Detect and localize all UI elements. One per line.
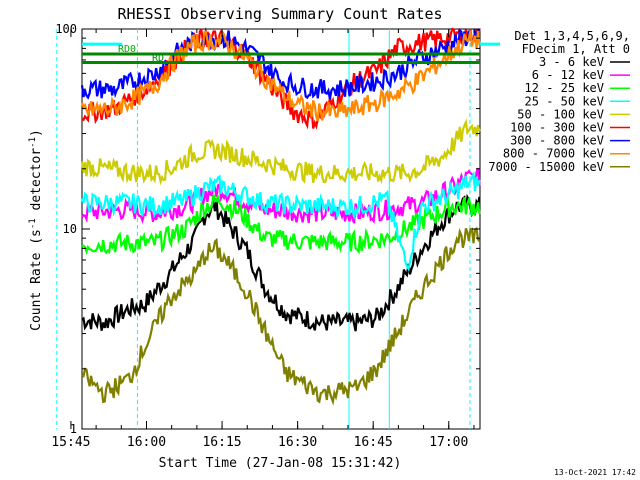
legend-label: 12 - 25 keV <box>525 81 604 95</box>
y-axis-label: Count Rate (s-1 detector-1) <box>28 129 44 331</box>
x-tick-label: 16:30 <box>278 435 317 450</box>
legend-label: 6 - 12 keV <box>532 68 604 82</box>
chart-title: RHESSI Observing Summary Count Rates <box>117 5 442 23</box>
footer-timestamp: 13-Oct-2021 17:42 <box>554 468 636 477</box>
series-4 <box>80 118 481 186</box>
legend-label: 800 - 7000 keV <box>503 147 604 161</box>
series-line <box>80 118 481 186</box>
legend-label: 100 - 300 keV <box>510 121 604 135</box>
legend: Det 1,3,4,5,6,9, FDecim 1, Att 0 3 - 6 k… <box>488 29 630 174</box>
series-line <box>81 194 481 255</box>
y-axis-label-end: ) <box>29 129 44 137</box>
axes: 1 10 100 15:45 16:00 16:15 16:30 16:45 17:00 <box>51 22 480 450</box>
y-axis-sup-1: -1 <box>28 218 38 229</box>
x-axis-label: Start Time (27-Jan-08 15:31:42) <box>159 456 402 471</box>
series-3 <box>80 170 481 272</box>
x-tick-label: 15:45 <box>51 435 90 450</box>
x-tick-label: 16:15 <box>202 435 241 450</box>
flag-layer <box>82 42 501 64</box>
x-tick-label: 16:00 <box>127 435 166 450</box>
series-line <box>80 30 481 122</box>
y-tick-label: 100 <box>55 22 77 36</box>
series-0 <box>81 193 481 332</box>
series-layer <box>80 27 481 406</box>
flag-label-rd0: RD0 <box>118 44 136 55</box>
series-7 <box>80 30 481 122</box>
legend-label: 25 - 50 keV <box>525 94 604 108</box>
series-8 <box>81 226 481 406</box>
x-tick-label: 17:00 <box>429 435 468 450</box>
legend-label: 7000 - 15000 keV <box>488 160 604 174</box>
legend-label: 50 - 100 keV <box>517 107 604 121</box>
y-axis-label-mid: detector <box>29 148 44 219</box>
y-axis-sup-2: -1 <box>28 137 38 148</box>
y-tick-label: 1 <box>70 422 77 436</box>
x-tick-label: 16:45 <box>354 435 393 450</box>
series-line <box>81 193 481 332</box>
series-5 <box>81 27 481 130</box>
legend-label: 300 - 800 keV <box>510 134 604 148</box>
legend-label: 3 - 6 keV <box>539 55 604 69</box>
y-tick-label: 10 <box>63 222 77 236</box>
legend-header-1: Det 1,3,4,5,6,9, <box>514 29 630 43</box>
series-line <box>81 27 481 130</box>
series-line <box>80 170 481 272</box>
flag-label-rd: RD <box>152 53 164 64</box>
series-2 <box>81 194 481 255</box>
series-line <box>81 226 481 406</box>
legend-header-2: FDecim 1, Att 0 <box>522 42 630 56</box>
